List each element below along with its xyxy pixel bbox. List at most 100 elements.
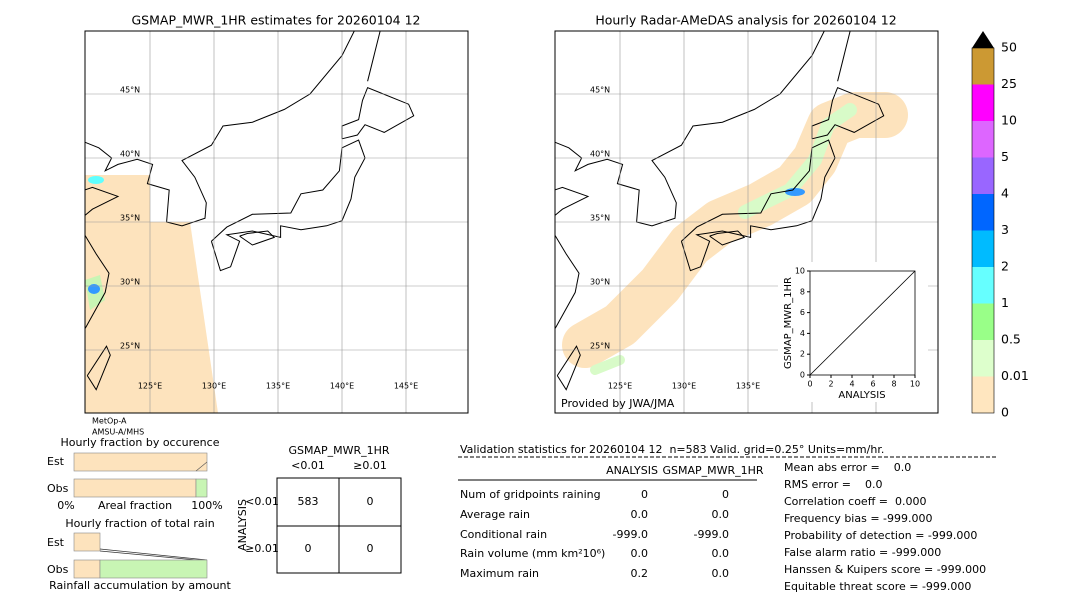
estimate-value: 0.0 bbox=[712, 567, 730, 580]
y-tick-label: 2 bbox=[800, 350, 805, 359]
lat-label: 25°N bbox=[120, 342, 140, 351]
x-tick-label: 6 bbox=[870, 380, 875, 389]
color-segment bbox=[972, 230, 994, 267]
est-bar-2 bbox=[73, 532, 101, 552]
y-tick-label: 8 bbox=[800, 287, 805, 296]
colorbar-label: 5 bbox=[1001, 149, 1009, 164]
est-label: Est bbox=[47, 455, 65, 468]
axis-right: 100% bbox=[191, 499, 222, 512]
colorbar-label: 0 bbox=[1001, 405, 1009, 420]
cell: 0 bbox=[367, 542, 374, 555]
side-label: ANALYSIS bbox=[236, 499, 249, 551]
obs-label: Obs bbox=[47, 482, 69, 495]
coastline bbox=[709, 230, 746, 246]
lon-label: 125°E bbox=[138, 382, 162, 391]
coastline bbox=[811, 86, 885, 140]
inset-frame bbox=[809, 270, 916, 376]
colorbar-label: 0.01 bbox=[1001, 368, 1029, 383]
analysis-value: 0.0 bbox=[631, 508, 649, 521]
lat-label: 35°N bbox=[120, 214, 140, 223]
est-edge-2 bbox=[99, 548, 208, 562]
analysis-value: -999.0 bbox=[613, 528, 648, 541]
validation-rows: Num of gridpoints raining 0 0 Average rain 0… bbox=[460, 488, 729, 580]
credit: Provided by JWA/JMA bbox=[561, 397, 675, 410]
column-header: GSMAP_MWR_1HR bbox=[662, 464, 763, 477]
score: Frequency bias = -999.000 bbox=[784, 512, 933, 525]
analysis-value: 0.0 bbox=[631, 547, 649, 560]
sensor: AMSU-A/MHS bbox=[92, 428, 144, 437]
estimate-value: -999.0 bbox=[694, 528, 729, 541]
contingency-title: GSMAP_MWR_1HR bbox=[288, 444, 389, 457]
right-map-title: Hourly Radar-AMeDAS analysis for 2026010… bbox=[595, 13, 896, 28]
colorbar-label: 4 bbox=[1001, 186, 1009, 201]
occurrence-title: Hourly fraction by occurence bbox=[61, 436, 220, 449]
score: Mean abs error = 0.0 bbox=[784, 461, 911, 474]
cell: 583 bbox=[298, 495, 319, 508]
contingency-grid bbox=[277, 478, 401, 573]
row-label: ≥0.01 bbox=[245, 542, 279, 555]
axis-left: 0% bbox=[57, 499, 74, 512]
colorbar-label: 50 bbox=[1001, 40, 1017, 55]
scores: Mean abs error = 0.0 RMS error = 0.0 Corre… bbox=[784, 461, 986, 593]
coastline bbox=[85, 186, 120, 330]
coastline bbox=[556, 345, 581, 391]
lon-label: 130°E bbox=[672, 382, 696, 391]
color-segment bbox=[972, 303, 994, 340]
colorbar-label: 1 bbox=[1001, 295, 1009, 310]
row-label: Rain volume (mm km²10⁶) bbox=[460, 547, 605, 560]
extend-triangle bbox=[972, 31, 994, 48]
obs-bar-2 bbox=[73, 559, 101, 579]
map-frame bbox=[84, 30, 469, 414]
color-segment bbox=[972, 194, 994, 231]
cell: 0 bbox=[367, 495, 374, 508]
color-segment bbox=[972, 121, 994, 158]
map-area bbox=[85, 31, 468, 413]
score: Probability of detection = -999.000 bbox=[784, 529, 977, 542]
coastline bbox=[86, 345, 111, 391]
x-tick-label: 2 bbox=[828, 380, 833, 389]
color-segment bbox=[972, 267, 994, 304]
map-frame bbox=[554, 30, 939, 414]
col-label: ≥0.01 bbox=[353, 459, 387, 472]
col-label: <0.01 bbox=[291, 459, 325, 472]
color-segment bbox=[972, 376, 994, 413]
maps: 45°N 40°N 35°N 30°N 25°N 125°E 130°E 135°E 140°E… bbox=[84, 30, 939, 414]
coastline bbox=[367, 31, 381, 82]
colorbar-label: 10 bbox=[1001, 113, 1017, 128]
x-tick-label: 0 bbox=[807, 380, 812, 389]
y-axis-label: GSMAP_MWR_1HR bbox=[783, 277, 794, 369]
row-label: Maximum rain bbox=[460, 567, 539, 580]
rain-area-light bbox=[590, 355, 625, 375]
satellite: MetOp-A bbox=[92, 417, 127, 426]
row-label: Average rain bbox=[460, 508, 530, 521]
color-segment bbox=[972, 340, 994, 377]
colorbar: 50 25 10 5 4 3 2 1 0.5 0.01 0 bbox=[971, 31, 1029, 420]
lat-label: 30°N bbox=[120, 278, 140, 287]
estimate-value: 0.0 bbox=[712, 547, 730, 560]
lat-label: 45°N bbox=[590, 86, 610, 95]
amount-title: Rainfall accumulation by amount bbox=[49, 579, 231, 592]
est-label-2: Est bbox=[47, 536, 65, 549]
map-area bbox=[555, 31, 938, 413]
x-tick-label: 8 bbox=[891, 380, 896, 389]
lon-label: 140°E bbox=[330, 382, 354, 391]
lon-label: 135°E bbox=[266, 382, 290, 391]
x-tick-label: 4 bbox=[849, 380, 854, 389]
obs-label-2: Obs bbox=[47, 563, 69, 576]
obs-bar bbox=[73, 478, 197, 498]
colorbar-label: 25 bbox=[1001, 76, 1017, 91]
rain-cell bbox=[88, 284, 100, 294]
lon-label: 145°E bbox=[394, 382, 418, 391]
lat-label: 30°N bbox=[590, 278, 610, 287]
diagonal bbox=[809, 270, 916, 376]
lon-label: 135°E bbox=[736, 382, 760, 391]
column-header: ANALYSIS bbox=[606, 464, 658, 477]
row-label: Num of gridpoints raining bbox=[460, 488, 601, 501]
rain-area-light bbox=[738, 103, 857, 219]
estimate-value: 0 bbox=[722, 488, 729, 501]
analysis-value: 0.2 bbox=[631, 567, 649, 580]
lat-label: 25°N bbox=[590, 342, 610, 351]
row-label: <0.01 bbox=[245, 495, 279, 508]
rain-cell bbox=[785, 188, 805, 196]
